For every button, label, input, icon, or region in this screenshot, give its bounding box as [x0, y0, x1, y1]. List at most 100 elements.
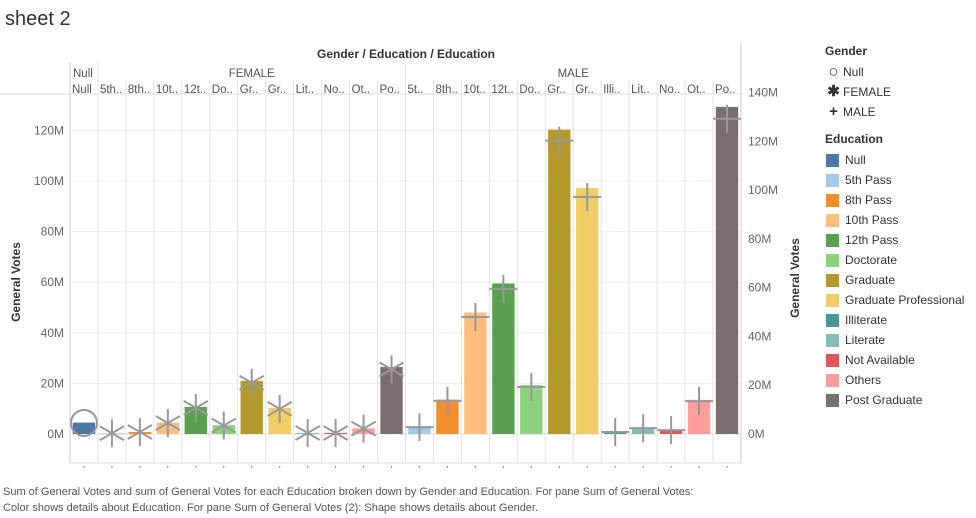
- gender-group-label: Null: [73, 68, 93, 80]
- column-footer-dot: ·: [669, 461, 673, 473]
- legend-education-item[interactable]: 8th Pass: [822, 190, 976, 210]
- y-left-tick-label: 20M: [41, 376, 64, 390]
- header-title: Gender / Education / Education: [317, 47, 495, 61]
- legend-color-swatch: [826, 253, 839, 267]
- bar[interactable]: [687, 399, 711, 434]
- y-right-tick-label: 140M: [748, 86, 778, 100]
- legend-color-swatch: [826, 193, 839, 207]
- bar[interactable]: [436, 399, 459, 434]
- legend-education-item[interactable]: Others: [822, 370, 976, 390]
- y-right-tick-label: 100M: [748, 183, 778, 197]
- legend-education-item[interactable]: Graduate: [822, 270, 976, 290]
- legend-color-swatch: [826, 273, 839, 287]
- bar[interactable]: [492, 283, 515, 434]
- y-left-tick-label: 0M: [47, 427, 64, 441]
- legend-color-swatch: [826, 313, 839, 327]
- legend-education-item[interactable]: Not Available: [822, 350, 976, 370]
- legend-education-label: 10th Pass: [845, 213, 899, 227]
- gender-shape-asterisk-stroke: [350, 420, 377, 437]
- bar[interactable]: [464, 312, 487, 434]
- column-header-label: No..: [324, 84, 345, 96]
- legend-color-swatch: [826, 173, 839, 187]
- legend-gender-item[interactable]: ○ Null: [822, 62, 976, 82]
- gender-shape-circle: [69, 409, 98, 438]
- column-header-label: Gr..: [268, 84, 287, 96]
- gender-shape-asterisk-stroke: [295, 425, 321, 441]
- y-right-tick-label: 0M: [748, 427, 765, 441]
- legend-education-label: 5th Pass: [845, 173, 892, 187]
- legend-gender-label: FEMALE: [843, 85, 892, 99]
- asterisk-icon: ✱: [827, 83, 840, 100]
- legend-education-label: Not Available: [845, 353, 915, 367]
- legend-education-item[interactable]: 5th Pass: [822, 170, 976, 190]
- column-header-label: Po..: [380, 84, 400, 96]
- column-footer-dot: ·: [278, 461, 282, 473]
- column-footer-dot: ·: [194, 461, 198, 473]
- legend-education-item[interactable]: Illiterate: [822, 310, 976, 330]
- column-footer-dot: ·: [529, 461, 533, 473]
- column-header-label: Lit..: [296, 84, 315, 96]
- y-left-tick-label: 100M: [34, 174, 64, 188]
- column-footer-dot: ·: [418, 461, 422, 473]
- column-header-label: Null: [72, 84, 92, 96]
- gender-shape-asterisk-stroke: [267, 401, 293, 417]
- y-right-tick-label: 80M: [748, 232, 771, 246]
- bar[interactable]: [72, 422, 96, 434]
- legend-color-swatch: [826, 333, 839, 347]
- gender-group-label: MALE: [558, 68, 590, 80]
- column-header-label: Lit..: [631, 84, 650, 96]
- sheet-title: sheet 2: [5, 8, 71, 30]
- legend-education-label: Post Graduate: [845, 393, 923, 407]
- legend-gender-item[interactable]: + MALE: [822, 102, 976, 122]
- bar[interactable]: [520, 385, 543, 434]
- y-left-tick-label: 120M: [34, 123, 64, 137]
- legend-gender-label: Null: [843, 65, 864, 79]
- legend-education-label: Illiterate: [845, 313, 888, 327]
- legend-gender-list: ○ Null ✱ FEMALE + MALE: [822, 62, 976, 122]
- bar[interactable]: [548, 129, 571, 434]
- legend-color-swatch: [826, 373, 839, 387]
- legend-education-item[interactable]: Post Graduate: [822, 390, 976, 410]
- column-header-label: Po..: [715, 84, 735, 96]
- y-left-tick-label: 60M: [41, 275, 64, 289]
- column-footer-dot: ·: [82, 461, 86, 473]
- column-header-label: 5th..: [100, 84, 122, 96]
- legend-gender-label: MALE: [843, 105, 876, 119]
- gender-shape-asterisk-stroke: [127, 424, 153, 440]
- bar[interactable]: [715, 106, 739, 435]
- y-right-tick-label: 40M: [748, 329, 771, 343]
- legend-education-label: Literate: [845, 333, 886, 347]
- bar[interactable]: [380, 366, 403, 434]
- legend-education-label: Others: [845, 373, 882, 387]
- column-header-label: 10t..: [463, 84, 485, 96]
- plus-icon: +: [829, 103, 838, 120]
- column-footer-dot: ·: [501, 461, 505, 473]
- bar[interactable]: [576, 188, 599, 434]
- legend-education-item[interactable]: Doctorate: [822, 250, 976, 270]
- column-footer-dot: ·: [473, 461, 477, 473]
- legend-education-item[interactable]: 10th Pass: [822, 210, 976, 230]
- column-header-label: 5t..: [408, 84, 424, 96]
- y-right-tick-label: 20M: [748, 378, 771, 392]
- gender-shape-asterisk-stroke: [183, 400, 209, 416]
- legend-education-label: 12th Pass: [845, 233, 899, 247]
- legend-color-swatch: [826, 393, 839, 407]
- column-footer-dot: ·: [222, 461, 226, 473]
- column-header-label: Illi..: [603, 84, 620, 96]
- caption: Sum of General Votes and sum of General …: [3, 484, 973, 516]
- legend-education-item[interactable]: Graduate Professional: [822, 290, 976, 310]
- legend-education-label: Doctorate: [845, 253, 898, 267]
- legend-education-item[interactable]: 12th Pass: [822, 230, 976, 250]
- legend-education-item[interactable]: Literate: [822, 330, 976, 350]
- legend-gender-item[interactable]: ✱ FEMALE: [822, 82, 976, 102]
- column-header-label: Do..: [519, 84, 540, 96]
- legend-color-swatch: [826, 233, 839, 247]
- legend-education-item[interactable]: Null: [822, 150, 976, 170]
- legend-education-label: 8th Pass: [845, 193, 892, 207]
- legend-color-swatch: [826, 353, 839, 367]
- legend-education-label: Graduate Professional: [845, 293, 965, 307]
- gender-shape-asterisk-stroke: [155, 415, 181, 431]
- y-left-tick-label: 80M: [41, 225, 64, 239]
- bar[interactable]: [240, 380, 263, 434]
- column-footer-dot: ·: [585, 461, 589, 473]
